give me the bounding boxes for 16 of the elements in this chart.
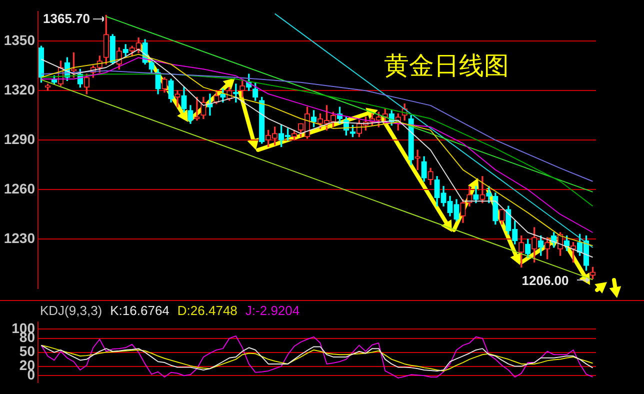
annotation: 1365.70 [42, 11, 91, 26]
y-tick-label: 1350 [4, 32, 36, 48]
y-tick-label: 50 [19, 343, 36, 360]
annotation: 1206.00 [520, 272, 570, 288]
y-tick-label: 1320 [4, 81, 36, 98]
y-tick-label: 1230 [4, 230, 36, 246]
series-label: J:-2.9204 [245, 303, 300, 318]
candlestick [174, 90, 180, 108]
candlestick [414, 150, 420, 170]
y-tick-label: 1290 [4, 130, 36, 147]
chart-title: KDJ(9,3,3) [40, 303, 102, 318]
y-tick-label: 1260 [4, 180, 36, 196]
text: D:26.4748 [177, 303, 238, 318]
text: K:16.6764 [110, 303, 170, 318]
text: 黄金日线图 [384, 50, 509, 82]
candlestick [207, 94, 213, 116]
